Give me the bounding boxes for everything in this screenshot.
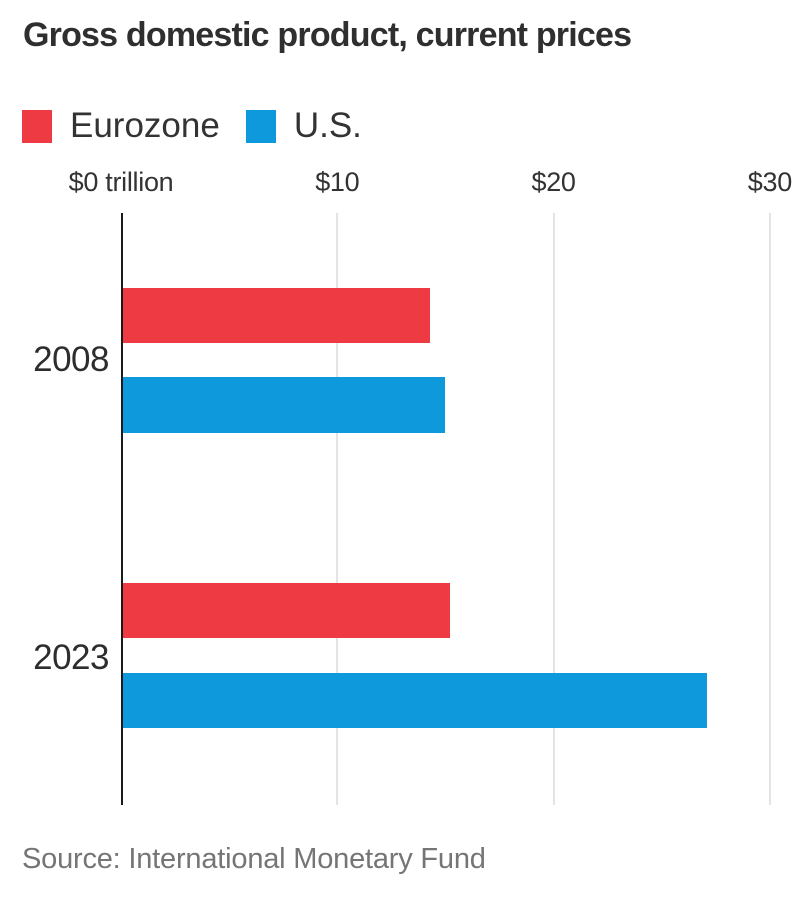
x-tick-label-30: $30: [747, 167, 792, 197]
gridline-30: [768, 213, 771, 805]
legend-label-us: U.S.: [293, 106, 362, 145]
bar-2008-eurozone: [123, 288, 431, 343]
x-tick-label-0: $0 trillion: [68, 167, 174, 197]
eurozone-swatch-icon: [22, 109, 52, 143]
bar-2023-us: [123, 673, 707, 728]
chart-title: Gross domestic product, current prices: [23, 16, 632, 54]
us-swatch-icon: [245, 109, 276, 143]
x-tick-label-20: $20: [531, 167, 576, 197]
source-note: Source: International Monetary Fund: [22, 843, 486, 875]
gridline-20: [552, 213, 555, 805]
x-tick-label-10: $10: [315, 167, 360, 197]
plot-area: 2008 2023: [33, 213, 798, 805]
legend-item-us: U.S.: [245, 106, 362, 146]
bar-2023-eurozone: [123, 583, 450, 638]
legend-label-eurozone: Eurozone: [70, 106, 220, 145]
y-axis-line: [121, 213, 123, 805]
chart-legend: Eurozone U.S.: [22, 106, 362, 146]
category-label-2008: 2008: [33, 340, 109, 379]
legend-item-eurozone: Eurozone: [22, 106, 220, 146]
gridline-10: [336, 213, 339, 805]
x-axis-tick-labels: $0 trillion $10 $20 $30: [69, 167, 798, 207]
category-label-2023: 2023: [33, 638, 109, 677]
bar-2008-us: [123, 377, 446, 433]
